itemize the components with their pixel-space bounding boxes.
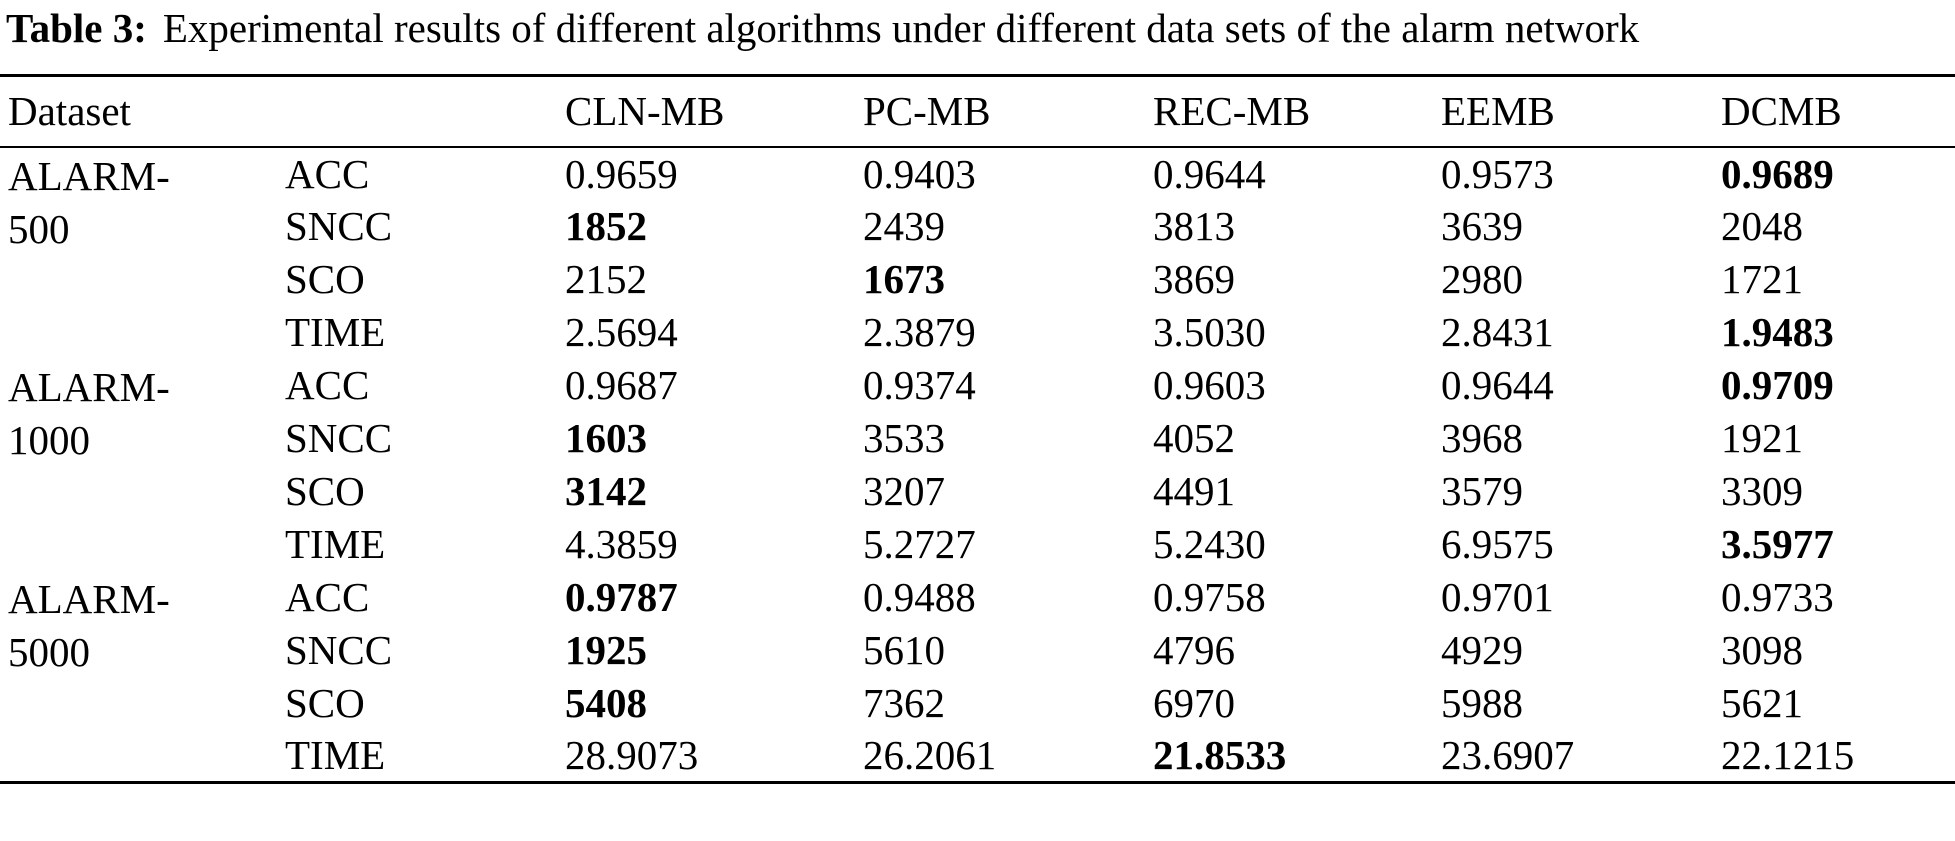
table-row: ALARM- 1000 ACC 0.9687 0.9374 0.9603 0.9… <box>0 359 1955 463</box>
table-caption-text: Experimental results of different algori… <box>162 5 1640 51</box>
col-header-dcmb: DCMB <box>1721 75 1955 148</box>
value-cell: 22.1215 <box>1721 732 1855 779</box>
table-row: TIME 2.5694 2.3879 3.5030 2.8431 1.9483 <box>0 306 1955 359</box>
value-cell: 0.9644 <box>1153 150 1266 197</box>
table-row: ALARM- 5000 ACC 0.9787 0.9488 0.9758 0.9… <box>0 571 1955 675</box>
results-table: Dataset CLN-MB PC-MB REC-MB EEMB DCMB AL… <box>0 74 1955 785</box>
col-header-rec-mb: REC-MB <box>1153 75 1441 148</box>
value-cell: 26.2061 <box>863 732 997 779</box>
value-cell: 5988 <box>1441 680 1523 727</box>
value-cell: 0.9787 <box>565 574 678 621</box>
value-cell: 0.9573 <box>1441 150 1554 197</box>
value-cell: 0.9689 <box>1721 150 1834 197</box>
value-cell: 3869 <box>1153 256 1235 303</box>
dataset-cell-alarm-500: ALARM- 500 <box>8 152 170 252</box>
value-cell: 1603 <box>565 415 647 462</box>
value-cell: 0.9488 <box>863 574 976 621</box>
dataset-cell-alarm-1000: ALARM- 1000 <box>8 363 170 463</box>
value-cell: 3098 <box>1721 627 1803 674</box>
metric-label: SCO <box>285 468 365 515</box>
dataset-cell-alarm-5000: ALARM- 5000 <box>8 575 170 675</box>
value-cell: 0.9709 <box>1721 362 1834 409</box>
col-header-eemb: EEMB <box>1441 75 1721 148</box>
table-caption: Table 3: Experimental results of differen… <box>0 0 1955 53</box>
value-cell: 0.9603 <box>1153 362 1266 409</box>
value-cell: 23.6907 <box>1441 732 1575 779</box>
value-cell: 5.2430 <box>1153 521 1266 568</box>
value-cell: 0.9733 <box>1721 574 1834 621</box>
value-cell: 3813 <box>1153 203 1235 250</box>
value-cell: 4491 <box>1153 468 1235 515</box>
table-row: SCO 2152 1673 3869 2980 1721 <box>0 253 1955 306</box>
table-row: SNCC 1925 5610 4796 4929 3098 <box>0 624 1955 677</box>
table-row: TIME 4.3859 5.2727 5.2430 6.9575 3.5977 <box>0 518 1955 571</box>
value-cell: 5610 <box>863 627 945 674</box>
value-cell: 0.9758 <box>1153 574 1266 621</box>
value-cell: 2439 <box>863 203 945 250</box>
value-cell: 28.9073 <box>565 732 699 779</box>
value-cell: 3533 <box>863 415 945 462</box>
value-cell: 3968 <box>1441 415 1523 462</box>
metric-label: TIME <box>285 309 386 356</box>
metric-label: ACC <box>285 150 370 197</box>
value-cell: 3579 <box>1441 468 1523 515</box>
col-header-dataset: Dataset <box>0 75 285 148</box>
metric-label: SCO <box>285 680 365 727</box>
value-cell: 0.9659 <box>565 150 678 197</box>
metric-label: SCO <box>285 256 365 303</box>
value-cell: 0.9644 <box>1441 362 1554 409</box>
metric-label: ACC <box>285 574 370 621</box>
value-cell: 7362 <box>863 680 945 727</box>
col-header-pc-mb: PC-MB <box>863 75 1153 148</box>
value-cell: 1852 <box>565 203 647 250</box>
value-cell: 3142 <box>565 468 647 515</box>
value-cell: 0.9403 <box>863 150 976 197</box>
value-cell: 4052 <box>1153 415 1235 462</box>
table-row: SCO 5408 7362 6970 5988 5621 <box>0 677 1955 730</box>
value-cell: 5408 <box>565 680 647 727</box>
metric-label: SNCC <box>285 203 393 250</box>
value-cell: 5.2727 <box>863 521 976 568</box>
value-cell: 2.8431 <box>1441 309 1554 356</box>
value-cell: 6.9575 <box>1441 521 1554 568</box>
value-cell: 1921 <box>1721 415 1803 462</box>
value-cell: 21.8533 <box>1153 732 1287 779</box>
metric-label: ACC <box>285 362 370 409</box>
table-row: TIME 28.9073 26.2061 21.8533 23.6907 22.… <box>0 730 1955 783</box>
value-cell: 3639 <box>1441 203 1523 250</box>
table-row: SCO 3142 3207 4491 3579 3309 <box>0 465 1955 518</box>
value-cell: 0.9701 <box>1441 574 1554 621</box>
metric-label: TIME <box>285 732 386 779</box>
value-cell: 4.3859 <box>565 521 678 568</box>
value-cell: 3.5030 <box>1153 309 1266 356</box>
value-cell: 3309 <box>1721 468 1803 515</box>
value-cell: 2.5694 <box>565 309 678 356</box>
value-cell: 0.9374 <box>863 362 976 409</box>
value-cell: 6970 <box>1153 680 1235 727</box>
value-cell: 3207 <box>863 468 945 515</box>
metric-label: SNCC <box>285 415 393 462</box>
table-row: SNCC 1852 2439 3813 3639 2048 <box>0 200 1955 253</box>
value-cell: 1925 <box>565 627 647 674</box>
value-cell: 4929 <box>1441 627 1523 674</box>
value-cell: 1721 <box>1721 256 1803 303</box>
value-cell: 2.3879 <box>863 309 976 356</box>
table-caption-label: Table 3: <box>6 5 147 51</box>
value-cell: 2048 <box>1721 203 1803 250</box>
header-row: Dataset CLN-MB PC-MB REC-MB EEMB DCMB <box>0 75 1955 148</box>
value-cell: 2152 <box>565 256 647 303</box>
table-row: ALARM- 500 ACC 0.9659 0.9403 0.9644 0.95… <box>0 147 1955 252</box>
value-cell: 2980 <box>1441 256 1523 303</box>
value-cell: 5621 <box>1721 680 1803 727</box>
value-cell: 1.9483 <box>1721 309 1834 356</box>
value-cell: 3.5977 <box>1721 521 1834 568</box>
table-row: SNCC 1603 3533 4052 3968 1921 <box>0 412 1955 465</box>
metric-label: TIME <box>285 521 386 568</box>
col-header-cln-mb: CLN-MB <box>565 75 863 148</box>
value-cell: 0.9687 <box>565 362 678 409</box>
metric-label: SNCC <box>285 627 393 674</box>
value-cell: 4796 <box>1153 627 1235 674</box>
col-header-metric <box>285 75 565 148</box>
value-cell: 1673 <box>863 256 945 303</box>
